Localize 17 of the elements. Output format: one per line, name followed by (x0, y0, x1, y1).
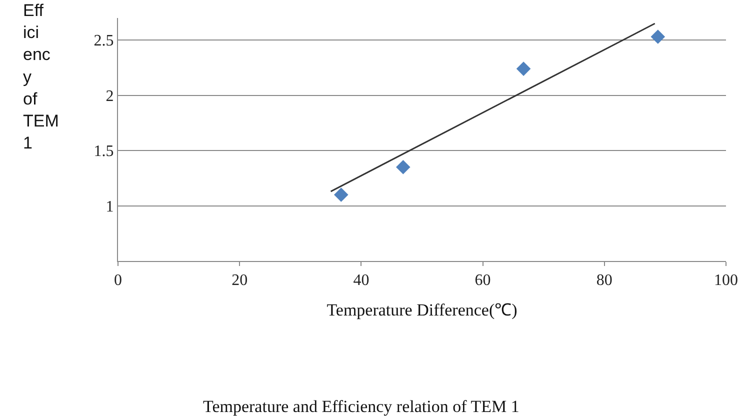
x-tick-label: 60 (474, 272, 491, 290)
y-tick-label: 2.5 (94, 32, 114, 50)
x-tick-label: 100 (714, 272, 738, 290)
x-axis-title: Temperature Difference(℃) (326, 300, 518, 320)
x-tick-label: 80 (596, 272, 612, 290)
y-tick-label: 2 (106, 88, 114, 105)
point (516, 62, 531, 76)
y-axis-title: Efficiency of TEM 1 (23, 1, 59, 153)
point (396, 160, 410, 174)
y-tick-label: 1 (106, 198, 114, 216)
x-tick-label: 20 (232, 272, 248, 290)
point (650, 30, 666, 44)
y-tick-label: 1.5 (94, 143, 114, 160)
x-tick-label: 0 (114, 272, 122, 290)
text: Temperature and Efficiency relation of TEM 1 (203, 397, 520, 416)
x-tick-label: 40 (353, 272, 370, 290)
point (334, 188, 348, 202)
